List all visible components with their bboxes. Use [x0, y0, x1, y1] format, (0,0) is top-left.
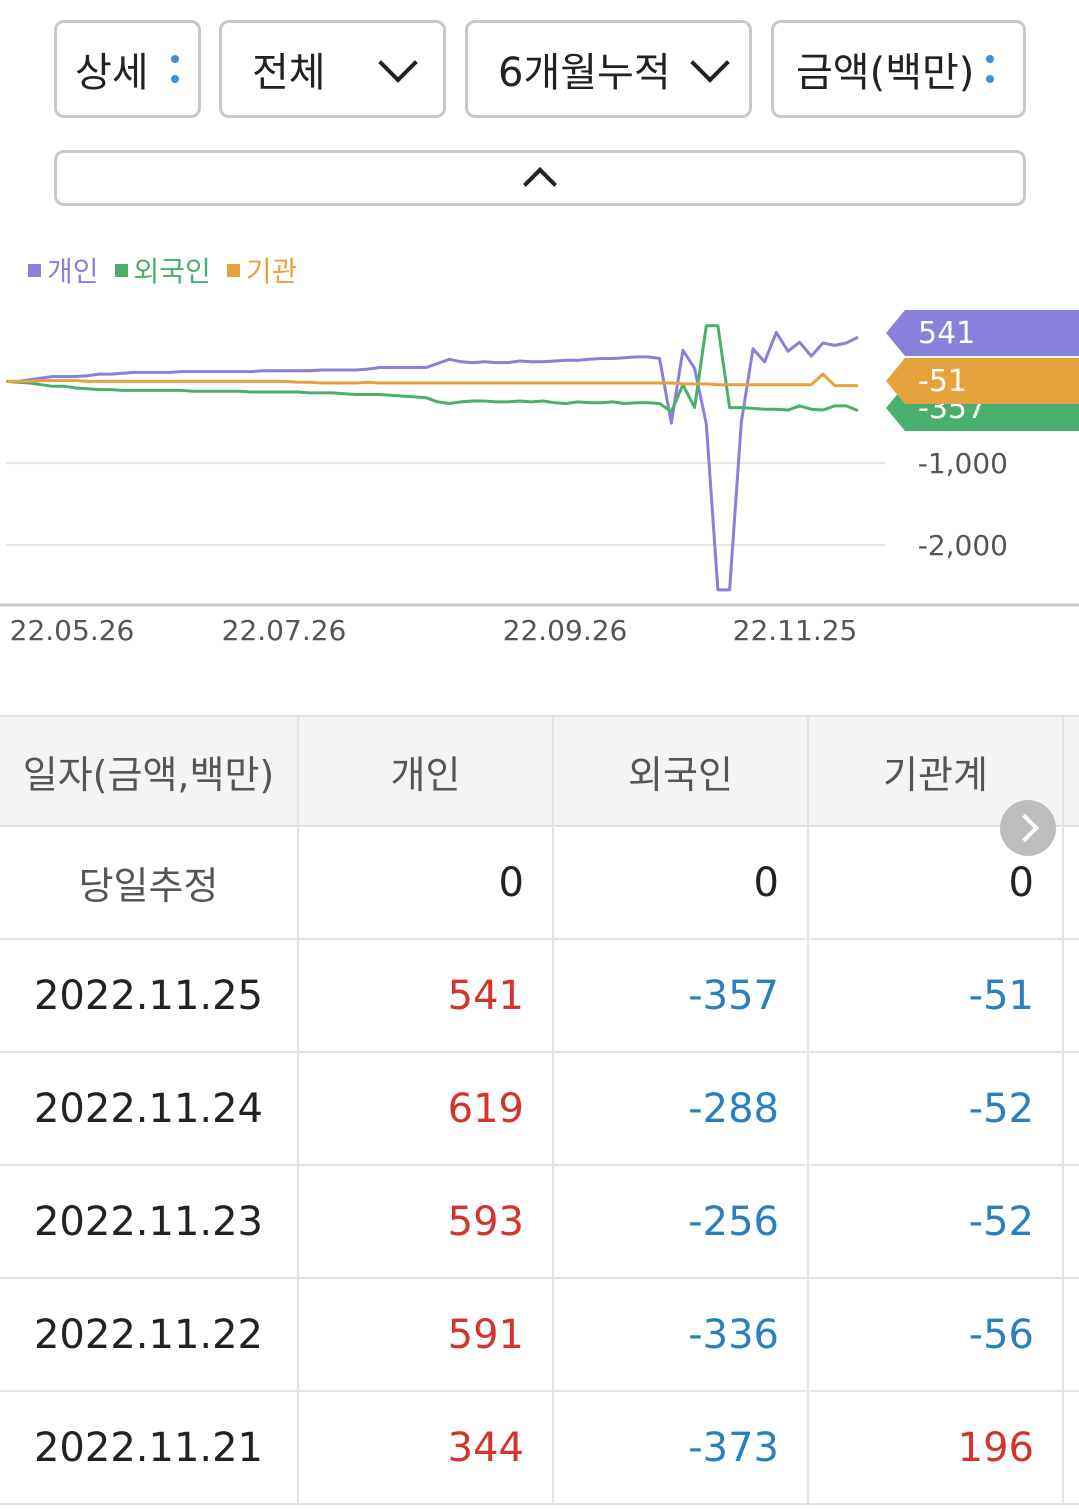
series-line-0 — [6, 330, 859, 592]
row-edge — [1064, 827, 1079, 938]
scroll-right-button[interactable] — [1000, 800, 1056, 856]
institution-cell: 196 — [809, 1392, 1064, 1503]
individual-cell: 344 — [299, 1392, 554, 1503]
row-edge — [1064, 940, 1079, 1051]
row-edge — [1064, 1392, 1079, 1503]
unit-menu-button[interactable]: 금액(백만) — [771, 20, 1026, 118]
chevron-right-icon — [1010, 813, 1040, 843]
end-label-text: 541 — [918, 316, 975, 351]
chevron-down-icon — [690, 43, 730, 83]
header-more — [1064, 717, 1079, 825]
x-tick-label: 22.05.26 — [10, 614, 135, 647]
foreign-cell: -256 — [554, 1166, 809, 1277]
x-tick-label: 22.11.25 — [733, 614, 858, 647]
foreign-cell: -336 — [554, 1279, 809, 1390]
table-header-row: 일자(금액,백만) 개인 외국인 기관계 — [0, 715, 1079, 827]
row-edge — [1064, 1166, 1079, 1277]
individual-cell: 541 — [299, 940, 554, 1051]
header-foreign[interactable]: 외국인 — [554, 717, 809, 825]
chevron-down-icon — [378, 43, 418, 83]
legend-swatch — [226, 263, 240, 277]
series-line-2 — [6, 372, 858, 388]
table-row[interactable]: 당일추정 0 0 0 — [0, 827, 1079, 940]
individual-cell: 591 — [299, 1279, 554, 1390]
legend-swatch — [28, 263, 41, 277]
series-line-1 — [5, 324, 859, 414]
foreign-cell: -373 — [554, 1392, 809, 1503]
date-cell: 당일추정 — [0, 827, 299, 938]
chart-legend: 개인 외국인 기관 — [28, 250, 313, 290]
row-edge — [1064, 1279, 1079, 1390]
end-label-institution: -51 — [886, 358, 1079, 404]
header-date[interactable]: 일자(금액,백만) — [0, 717, 299, 825]
table-row[interactable]: 2022.11.24 619 -288 -52 — [0, 1053, 1079, 1166]
end-label-flag — [886, 358, 1079, 404]
more-vertical-icon — [170, 55, 179, 83]
x-tick-label: 22.07.26 — [222, 614, 347, 647]
legend-label: 외국인 — [133, 255, 211, 288]
x-tick-label: 22.09.26 — [503, 614, 628, 647]
period-select[interactable]: 6개월누적 — [465, 20, 752, 118]
date-cell: 2022.11.25 — [0, 940, 299, 1051]
institution-cell: -56 — [809, 1279, 1064, 1390]
legend-item-institution[interactable]: 기관 — [226, 250, 298, 290]
scope-select[interactable]: 전체 — [219, 20, 446, 118]
foreign-cell: -357 — [554, 940, 809, 1051]
end-label-text: -51 — [918, 364, 967, 399]
period-select-label: 6개월누적 — [498, 50, 671, 96]
legend-item-individual[interactable]: 개인 — [28, 250, 99, 290]
table-row[interactable]: 2022.11.25 541 -357 -51 — [0, 940, 1079, 1053]
date-cell: 2022.11.23 — [0, 1166, 299, 1277]
table-row[interactable]: 2022.11.22 591 -336 -56 — [0, 1279, 1079, 1392]
legend-item-foreign[interactable]: 외국인 — [114, 250, 211, 290]
investor-flow-chart[interactable]: -1,000 -2,000 22.05.26 22.07.26 22.09.26 22.1… — [0, 290, 1079, 660]
row-edge — [1064, 1053, 1079, 1164]
legend-label: 개인 — [47, 255, 99, 288]
y-tick-label: -1,000 — [918, 447, 1008, 480]
date-cell: 2022.11.21 — [0, 1392, 299, 1503]
foreign-cell: 0 — [554, 827, 809, 938]
end-label-flag — [886, 310, 1079, 356]
legend-swatch — [114, 263, 128, 277]
detail-menu-button[interactable]: 상세 — [54, 20, 201, 118]
date-cell: 2022.11.22 — [0, 1279, 299, 1390]
end-label-individual: 541 — [886, 310, 1079, 356]
detail-menu-label: 상세 — [75, 50, 149, 96]
more-vertical-icon — [986, 55, 995, 83]
collapse-options-button[interactable] — [54, 150, 1026, 206]
y-tick-label: -2,000 — [918, 529, 1008, 562]
chevron-up-icon — [523, 167, 557, 201]
unit-menu-label: 금액(백만) — [796, 50, 975, 96]
institution-cell: -52 — [809, 1166, 1064, 1277]
table-row[interactable]: 2022.11.23 593 -256 -52 — [0, 1166, 1079, 1279]
header-individual[interactable]: 개인 — [299, 717, 554, 825]
individual-cell: 0 — [299, 827, 554, 938]
individual-cell: 619 — [299, 1053, 554, 1164]
header-institution[interactable]: 기관계 — [809, 717, 1064, 825]
table-row[interactable]: 2022.11.21 344 -373 196 — [0, 1392, 1079, 1505]
institution-cell: -51 — [809, 940, 1064, 1051]
individual-cell: 593 — [299, 1166, 554, 1277]
legend-label: 기관 — [245, 255, 298, 288]
scope-select-label: 전체 — [252, 50, 326, 96]
filter-bar: 상세 전체 6개월누적 금액(백만) — [0, 0, 1079, 130]
institution-cell: 0 — [809, 827, 1064, 938]
institution-cell: -52 — [809, 1053, 1064, 1164]
date-cell: 2022.11.24 — [0, 1053, 299, 1164]
foreign-cell: -288 — [554, 1053, 809, 1164]
